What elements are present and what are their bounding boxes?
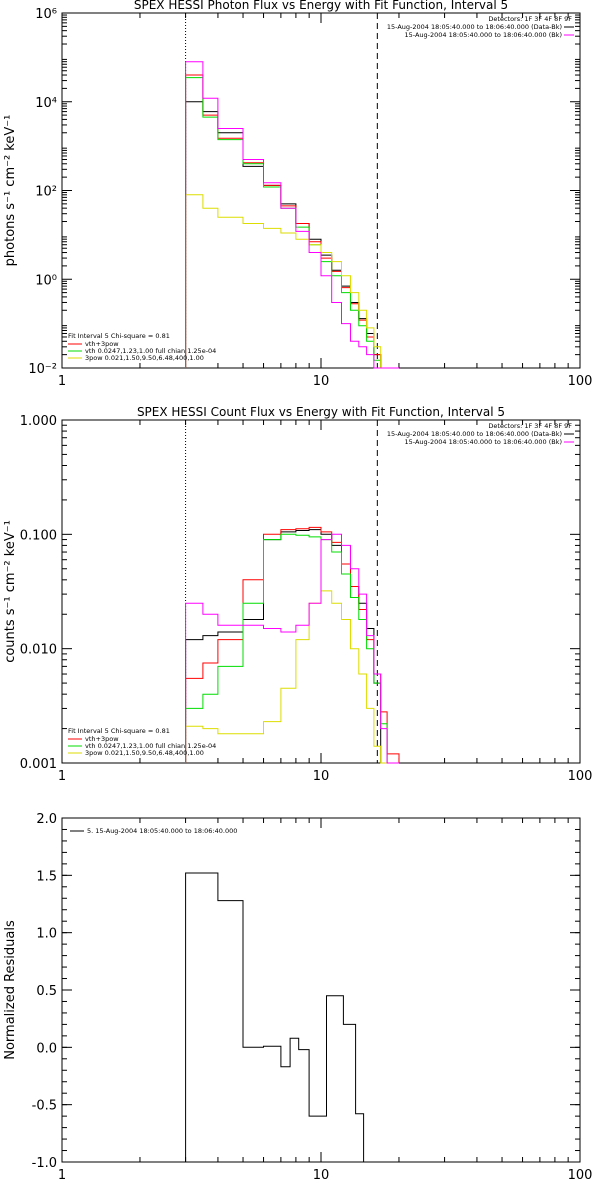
- legend-detectors: Detectors: 1F 3F 4F 8F 9F: [488, 422, 572, 430]
- y-tick-label: 0.0: [36, 1041, 57, 1056]
- chart-title: SPEX HESSI Photon Flux vs Energy with Fi…: [134, 0, 508, 12]
- y-tick-label: 0.100: [20, 528, 57, 543]
- plot-frame: [61, 817, 581, 1163]
- y-tick-label: 10²: [35, 185, 57, 200]
- legend-entry: 15-Aug-2004 18:05:40.000 to 18:06:40.000…: [387, 23, 562, 31]
- y-tick-label: 2.0: [36, 812, 57, 827]
- y-tick-label: 0.5: [36, 984, 57, 999]
- panel-3: Normalized Residuals 1 10 100 -1.0 -0.5 0.0 0.5…: [3, 812, 592, 1183]
- x-tick-label: 1: [58, 1168, 66, 1183]
- y-tick-label: 1.5: [36, 869, 57, 884]
- y-tick-label: -0.5: [32, 1099, 57, 1114]
- x-tick-label: 10: [313, 374, 330, 389]
- legend-detectors: Detectors: 1F 3F 4F 8F 9F: [488, 15, 572, 23]
- fit-legend-entry: vth+3pow: [85, 340, 119, 348]
- y-tick-label: 1.000: [20, 414, 57, 429]
- fit-legend-entry: 3pow 0.021,1.50,9.50,6.48,400,1.00: [85, 354, 204, 362]
- y-axis-label: Normalized Residuals: [3, 920, 18, 1060]
- legend-entry: 15-Aug-2004 18:05:40.000 to 18:06:40.000…: [405, 438, 562, 446]
- fit-legend-entry: 3pow 0.021,1.50,9.50,6.48,400,1.00: [85, 749, 204, 757]
- x-tick-label: 10: [313, 1168, 330, 1183]
- y-tick-label: 1.0: [36, 927, 57, 942]
- legend-entry: 15-Aug-2004 18:05:40.000 to 18:06:40.000…: [405, 31, 562, 39]
- series-line-5: [185, 533, 399, 764]
- panel-1: SPEX HESSI Photon Flux vs Energy with Fi…: [3, 0, 592, 389]
- x-tick-label: 100: [568, 1168, 593, 1183]
- y-tick-label: 0.010: [20, 643, 57, 658]
- series-line-5: [185, 61, 399, 369]
- fit-legend-title: Fit Interval 5 Chi-square = 0.81: [68, 727, 170, 735]
- fit-legend-title: Fit Interval 5 Chi-square = 0.81: [68, 332, 170, 340]
- y-tick-label: 10⁻²: [28, 362, 57, 377]
- y-tick-label: 0.001: [20, 757, 57, 772]
- y-tick-label: -1.0: [32, 1156, 57, 1171]
- fit-legend-entry: vth+3pow: [85, 735, 119, 743]
- legend-entry: 5. 15-Aug-2004 18:05:40.000 to 18:06:40.…: [87, 827, 237, 835]
- y-tick-label: 10⁰: [35, 273, 57, 288]
- y-tick-label: 10⁴: [35, 96, 57, 111]
- y-tick-label: 10⁶: [35, 7, 57, 22]
- x-tick-label: 1: [58, 769, 66, 784]
- x-tick-label: 100: [568, 374, 593, 389]
- series-line-4: [185, 194, 399, 369]
- series-line-1: [185, 872, 378, 1163]
- x-tick-label: 10: [313, 769, 330, 784]
- x-tick-label: 1: [58, 374, 66, 389]
- y-axis-label: photons s⁻¹ cm⁻² keV⁻¹: [3, 115, 18, 267]
- chart-title: SPEX HESSI Count Flux vs Energy with Fit…: [137, 405, 505, 419]
- fit-legend-entry: vth 0.0247,1.23,1.00 full chian 1.25e-04: [85, 742, 216, 750]
- x-tick-label: 100: [568, 769, 593, 784]
- y-axis-label: counts s⁻¹ cm⁻² keV⁻¹: [3, 520, 18, 663]
- legend-entry: 15-Aug-2004 18:05:40.000 to 18:06:40.000…: [387, 430, 562, 438]
- fit-legend-entry: vth 0.0247,1.23,1.00 full chian 1.25e-04: [85, 347, 216, 355]
- plot-frame: [61, 12, 581, 369]
- panel-2: SPEX HESSI Count Flux vs Energy with Fit…: [3, 405, 592, 784]
